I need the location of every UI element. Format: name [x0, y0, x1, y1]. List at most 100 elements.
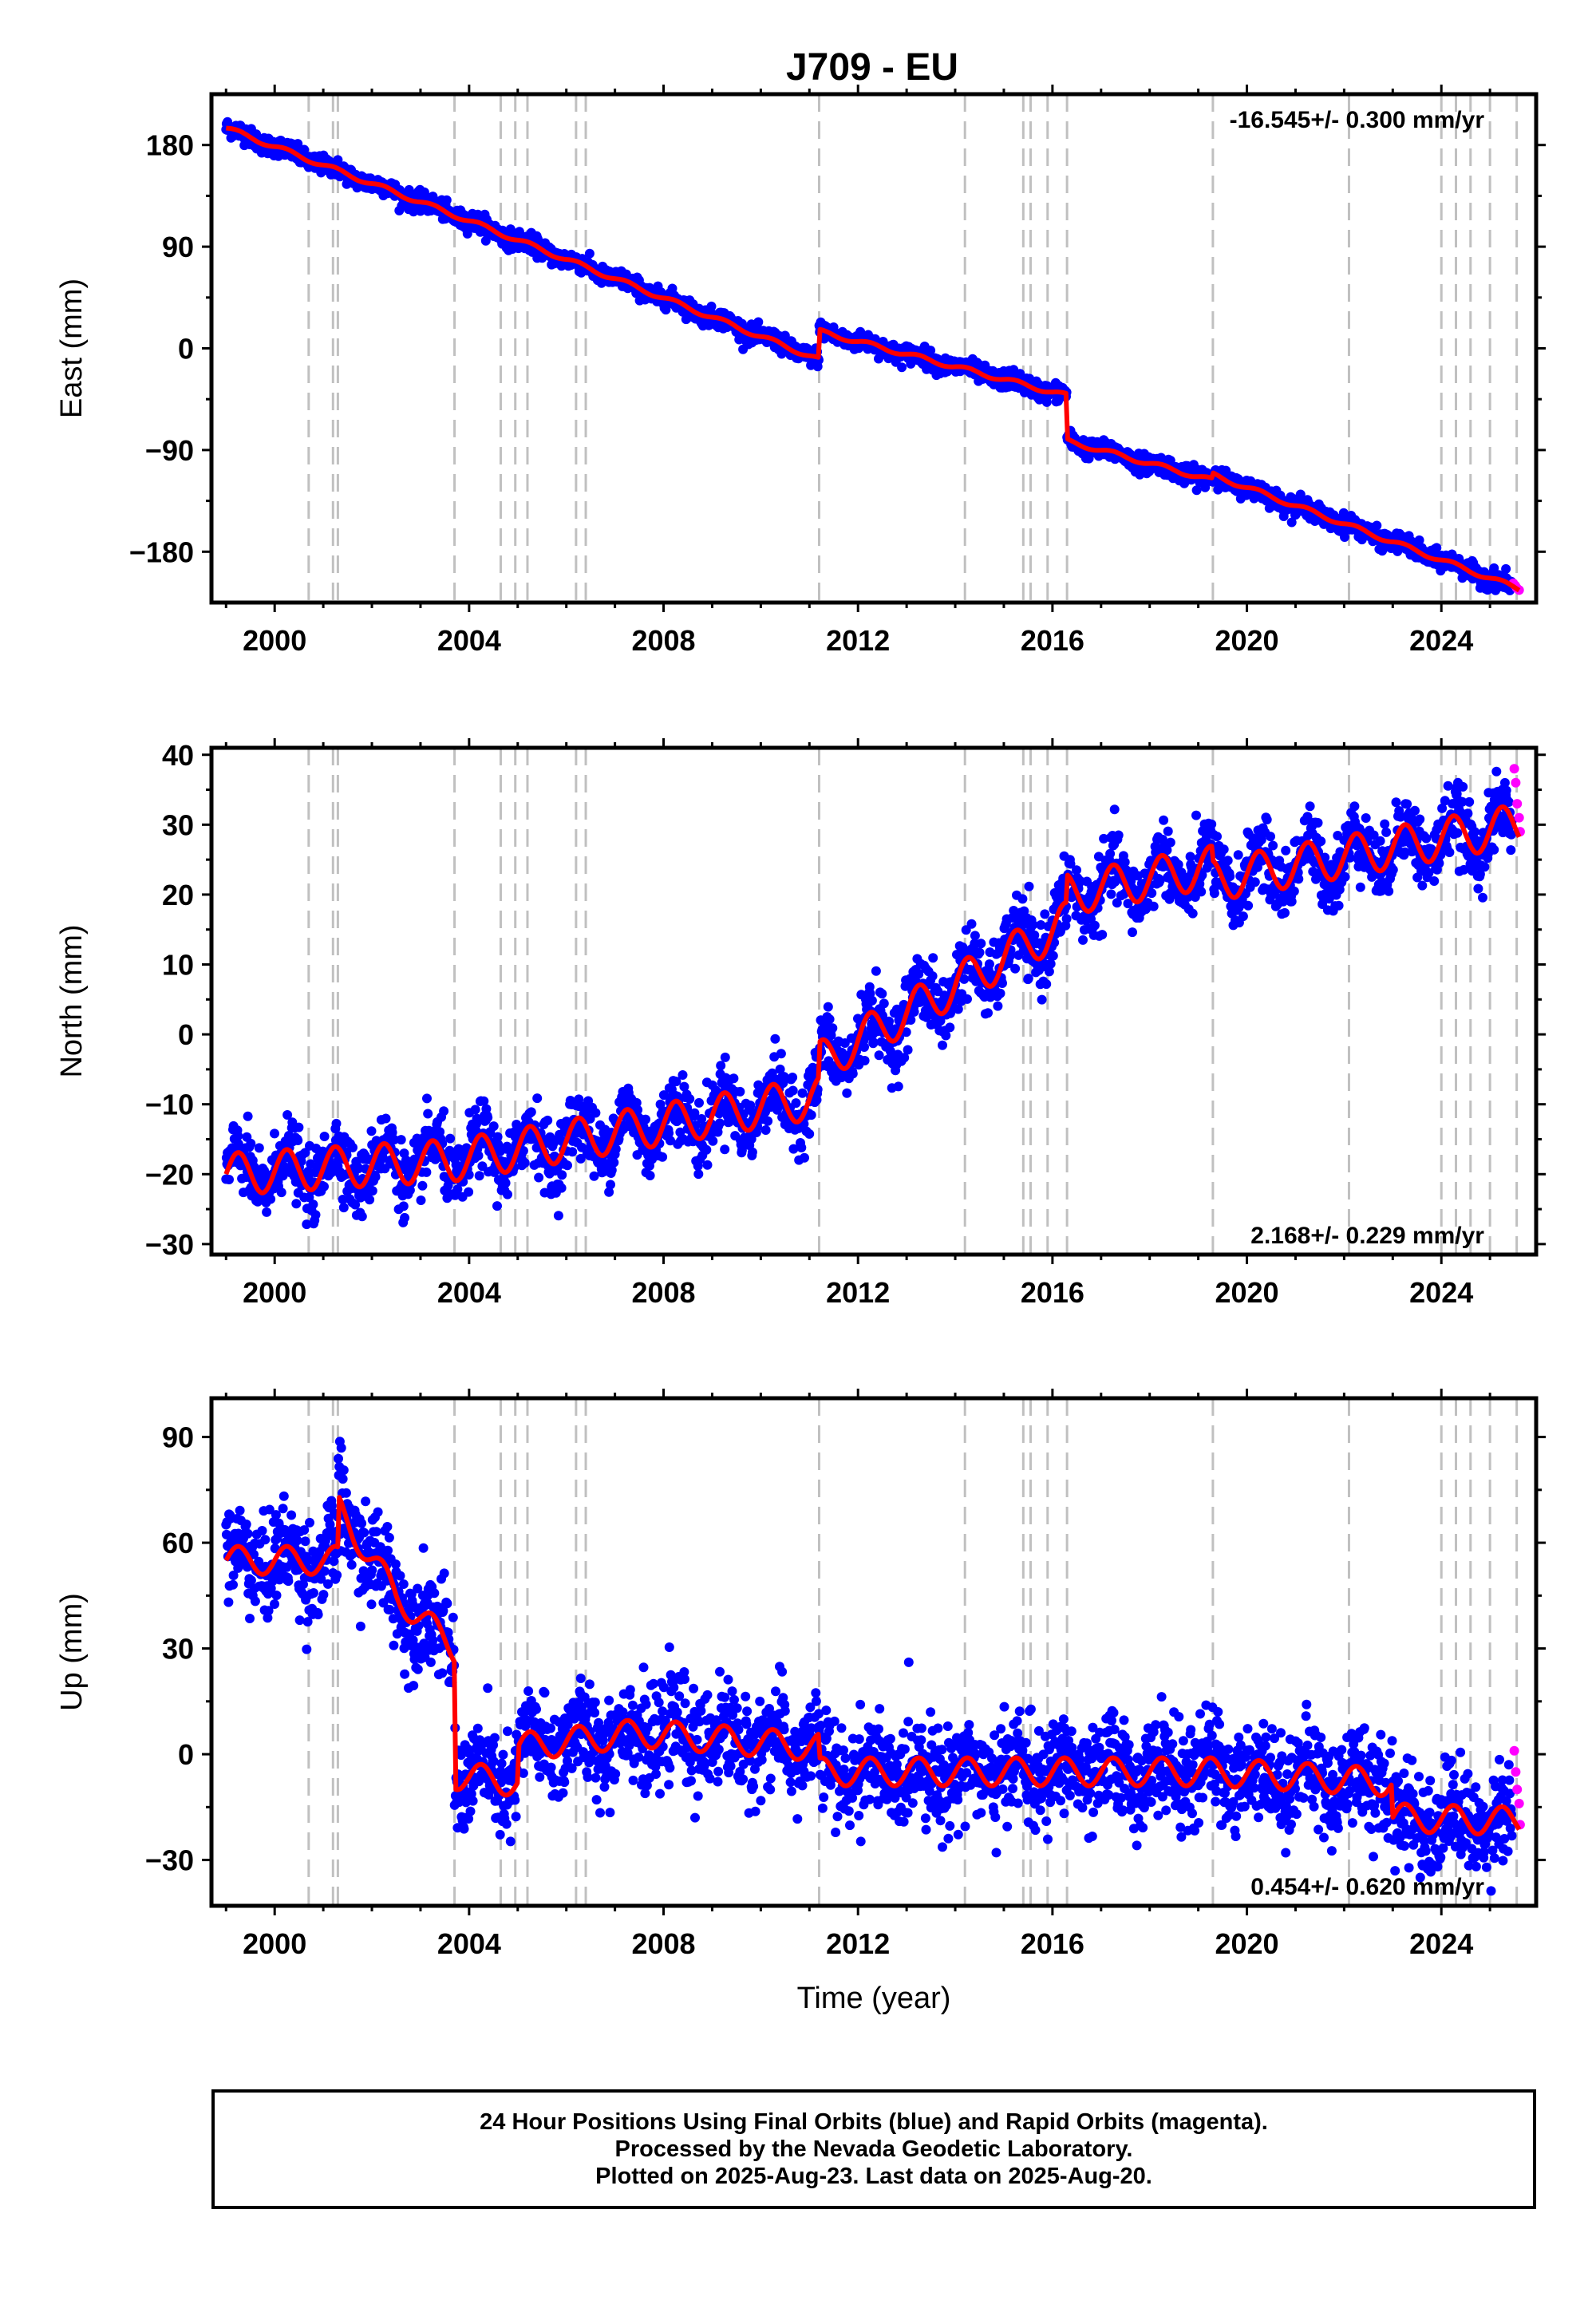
data-point [319, 1181, 329, 1192]
chart-title: J709 - EU [786, 46, 958, 89]
y-axis-label: East (mm) [55, 279, 89, 418]
data-point [350, 1199, 361, 1210]
data-point [788, 1073, 798, 1082]
data-point [658, 1152, 668, 1162]
data-point [519, 1158, 530, 1168]
data-point [716, 1061, 726, 1071]
data-point [357, 1211, 367, 1222]
data-point [1089, 920, 1100, 931]
data-point [724, 1117, 734, 1127]
data-point [246, 1138, 256, 1148]
data-point [1281, 845, 1291, 856]
data-point [983, 1008, 993, 1018]
data-point [366, 1126, 377, 1136]
data-point [474, 1171, 484, 1181]
data-point [584, 248, 595, 259]
data-point [1196, 887, 1207, 897]
y-tick-label: 180 [146, 129, 194, 162]
data-point [1268, 840, 1278, 851]
data-point [1191, 485, 1202, 496]
data-point [1041, 979, 1052, 990]
data-point [604, 1187, 614, 1197]
x-tick-label: 2008 [631, 624, 695, 657]
data-point [897, 362, 907, 373]
data-point [1243, 900, 1254, 911]
data-point [797, 1088, 808, 1098]
data-point [1106, 889, 1116, 899]
data-point [763, 1116, 773, 1126]
data-point [470, 1105, 480, 1115]
data-point [1233, 850, 1243, 860]
x-tick-label: 2024 [1409, 624, 1473, 657]
data-point [689, 1108, 700, 1118]
data-point [1286, 896, 1297, 907]
data-point [984, 959, 994, 970]
data-point [893, 1081, 903, 1092]
data-point [270, 1128, 279, 1139]
data-point [503, 1189, 512, 1199]
data-point [678, 1070, 688, 1080]
data-point [589, 1171, 599, 1181]
data-point [606, 1180, 615, 1190]
data-point [1316, 836, 1326, 847]
data-point [800, 1152, 809, 1163]
data-point [708, 1136, 718, 1146]
data-point [609, 1157, 619, 1168]
data-point [938, 1040, 947, 1050]
data-point [1105, 848, 1116, 859]
data-point [518, 1146, 528, 1156]
data-point [367, 1186, 377, 1196]
data-point [823, 1002, 833, 1012]
plot-area [221, 748, 1525, 1255]
data-point [400, 1212, 410, 1223]
data-point [423, 1109, 433, 1119]
data-point [1040, 909, 1050, 919]
model-fit-line [225, 125, 1521, 593]
data-point [488, 1121, 499, 1132]
data-point [1113, 830, 1124, 840]
data-point [776, 1049, 786, 1059]
data-point [737, 1145, 747, 1156]
data-point [441, 195, 452, 205]
data-point [1225, 871, 1235, 882]
x-tick-label: 2012 [826, 624, 890, 657]
data-point [645, 1171, 655, 1180]
data-point [387, 1128, 397, 1137]
data-point [874, 1050, 884, 1061]
data-point [445, 1133, 456, 1144]
data-point [416, 1196, 426, 1205]
data-point [1023, 974, 1033, 983]
final-orbit-points [221, 117, 1517, 595]
data-point [1266, 832, 1275, 842]
data-point [685, 1094, 695, 1104]
data-point [259, 1165, 269, 1176]
x-tick-label: 2000 [243, 624, 306, 657]
data-point [1501, 563, 1511, 574]
data-point [706, 301, 717, 311]
data-point [970, 931, 980, 941]
data-point [729, 1073, 739, 1084]
data-point [398, 1201, 409, 1211]
data-point [1207, 819, 1217, 829]
data-point [606, 1165, 617, 1176]
data-point [1187, 908, 1198, 919]
data-point [480, 235, 491, 246]
data-point [1238, 911, 1248, 922]
data-point [575, 1153, 586, 1164]
data-point [1223, 856, 1233, 866]
data-point [294, 1122, 304, 1132]
data-point [370, 1172, 381, 1182]
data-point [701, 1144, 712, 1155]
data-point [1372, 520, 1382, 531]
data-point [381, 1113, 391, 1124]
data-point [928, 953, 938, 963]
data-point [720, 1144, 730, 1155]
data-point [693, 1169, 704, 1180]
data-point [859, 1056, 870, 1065]
data-point [884, 1016, 894, 1026]
data-point [828, 1023, 838, 1034]
data-point [702, 1160, 713, 1170]
data-point [452, 1184, 463, 1195]
data-point [1294, 874, 1304, 884]
